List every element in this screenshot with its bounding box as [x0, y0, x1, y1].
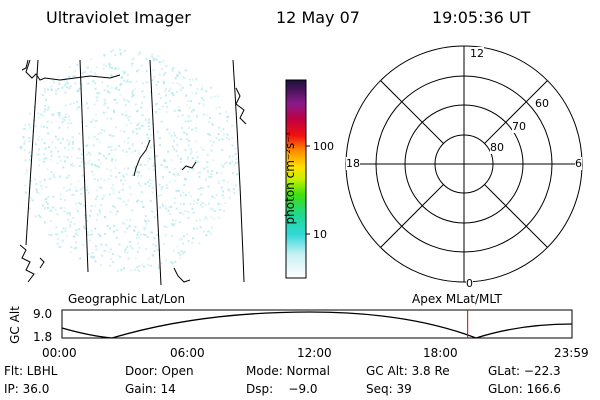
longitude-line: [25, 59, 39, 246]
colorbar-tick-label: 100: [313, 140, 334, 153]
coastline: [133, 139, 151, 177]
mlt-label-0: 0: [466, 277, 473, 290]
longitude-line: [149, 59, 162, 286]
alt-ytick: 1.8: [33, 330, 53, 344]
time-label: 19:05:36 UT: [432, 8, 531, 27]
mlt-label-18: 18: [346, 157, 360, 170]
status-glat: GLat: −22.3: [488, 364, 561, 378]
colorbar-tick-label: 10: [313, 228, 327, 241]
alt-ytick: 9.0: [33, 307, 53, 321]
status-glon: GLon: 166.6: [488, 382, 561, 396]
status-gain: Gain: 14: [125, 382, 176, 396]
alt-xtick: 06:00: [170, 346, 205, 360]
date-label: 12 May 07: [276, 8, 360, 27]
longitude-line: [79, 59, 89, 273]
mlt-line-diag: [484, 80, 548, 144]
status-mode: Mode: Normal: [246, 364, 330, 378]
mlt-line-diag: [380, 184, 444, 248]
status-dsp: Dsp: −9.0: [246, 382, 318, 396]
mlt-label-12: 12: [470, 47, 484, 60]
lat-label-60: 60: [535, 97, 549, 110]
coastline: [39, 257, 45, 269]
status-gc-alt: GC Alt: 3.8 Re: [366, 364, 450, 378]
status-ip: IP: 36.0: [4, 382, 50, 396]
alt-xtick: 00:00: [42, 346, 77, 360]
coastline: [19, 244, 35, 283]
mlt-line-diag: [380, 80, 444, 144]
coastline: [25, 59, 121, 81]
longitude-line: [232, 59, 245, 283]
lat-label-70: 70: [512, 120, 526, 133]
coastline: [235, 87, 247, 125]
auroral-emission-speckles: [19, 48, 240, 272]
coastline: [21, 59, 29, 71]
status-filter: Flt: LBHL: [4, 364, 58, 378]
lat-label-80: 80: [490, 141, 504, 154]
instrument-title: Ultraviolet Imager: [46, 8, 191, 27]
alt-xtick: 12:00: [297, 346, 332, 360]
altitude-curve: [61, 311, 573, 339]
status-door: Door: Open: [125, 364, 194, 378]
coastline: [181, 161, 197, 171]
coastline: [173, 267, 191, 283]
alt-ylabel: GC Alt: [7, 306, 22, 344]
geographic-label: Geographic Lat/Lon: [68, 292, 186, 306]
status-seq: Seq: 39: [366, 382, 412, 396]
mlt-label-6: 6: [575, 157, 582, 170]
alt-xtick: 18:00: [423, 346, 458, 360]
alt-xtick: 23:59: [554, 346, 589, 360]
apex-label: Apex MLat/MLT: [412, 292, 502, 306]
mlt-line-diag: [484, 184, 548, 248]
